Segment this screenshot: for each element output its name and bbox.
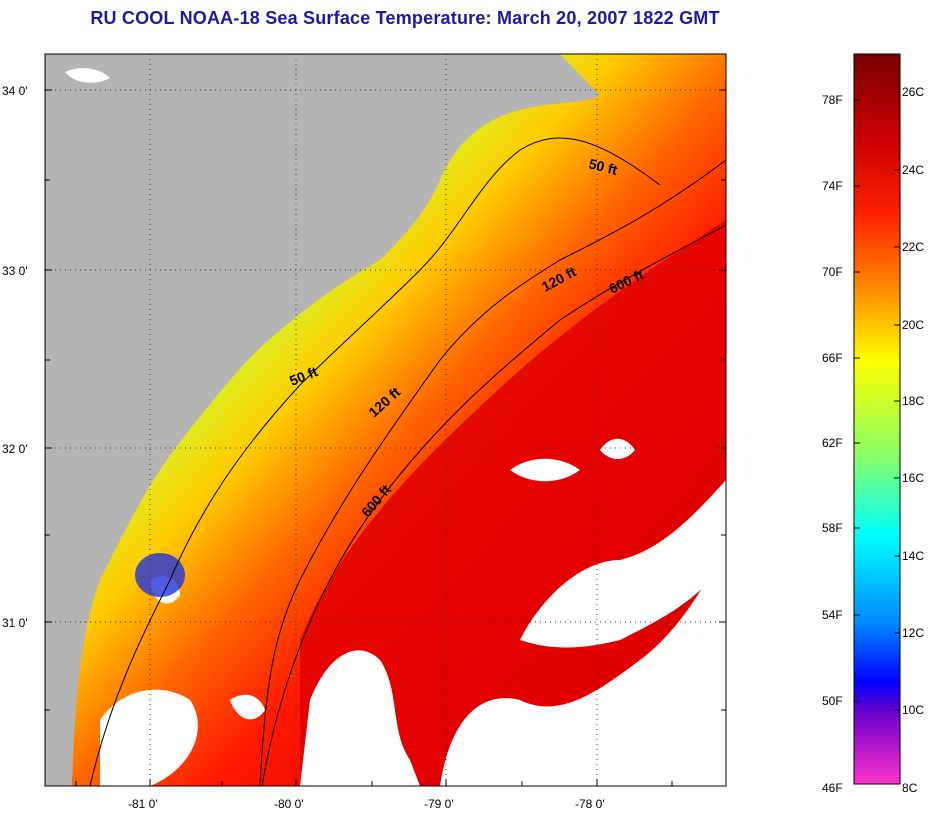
colorbar: 78F 74F 70F 66F 62F 58F 54F 50F 46F 26C … bbox=[822, 53, 924, 795]
colorbar-f-label: 46F bbox=[822, 781, 843, 795]
colorbar-f-label: 54F bbox=[822, 608, 843, 622]
colorbar-f-label: 70F bbox=[822, 265, 843, 279]
colorbar-c-label: 14C bbox=[902, 549, 924, 563]
colorbar-c-label: 20C bbox=[902, 318, 924, 332]
colorbar-scale bbox=[853, 53, 901, 785]
colorbar-c-label: 24C bbox=[902, 163, 924, 177]
lon-label: -79 0' bbox=[424, 797, 454, 811]
colorbar-c-label: 16C bbox=[902, 471, 924, 485]
colorbar-c-label: 26C bbox=[902, 85, 924, 99]
contour-600ft bbox=[261, 224, 726, 786]
lat-label: 32 0' bbox=[2, 442, 28, 456]
inland-lake bbox=[275, 200, 295, 224]
colorbar-f-label: 50F bbox=[822, 694, 843, 708]
cold-water-patch bbox=[135, 553, 185, 597]
bathymetry-contours bbox=[89, 137, 726, 786]
land-area bbox=[45, 54, 600, 786]
map-plot-area bbox=[45, 54, 726, 786]
lat-label: 34 0' bbox=[2, 84, 28, 98]
contour-120ft bbox=[259, 159, 726, 786]
lon-label: -78 0' bbox=[575, 797, 605, 811]
lon-label: -80 0' bbox=[274, 797, 304, 811]
axis-ticks bbox=[45, 89, 726, 786]
colorbar-c-label: 8C bbox=[902, 781, 918, 795]
latitude-labels: 34 0' 33 0' 32 0' 31 0' bbox=[2, 84, 28, 630]
colorbar-c-label: 18C bbox=[902, 394, 924, 408]
colorbar-c-label: 10C bbox=[902, 703, 924, 717]
graticule bbox=[45, 54, 726, 786]
colorbar-f-label: 78F bbox=[822, 93, 843, 107]
colorbar-c-label: 12C bbox=[902, 626, 924, 640]
lat-label: 33 0' bbox=[2, 264, 28, 278]
colorbar-f-label: 74F bbox=[822, 179, 843, 193]
lat-label: 31 0' bbox=[2, 616, 28, 630]
colorbar-f-label: 62F bbox=[822, 436, 843, 450]
lon-label: -81 0' bbox=[128, 797, 158, 811]
colorbar-f-label: 58F bbox=[822, 521, 843, 535]
map-frame bbox=[44, 53, 727, 787]
contour-50ft bbox=[89, 137, 661, 786]
cloud-cover bbox=[65, 68, 726, 786]
gulf-stream-region bbox=[300, 220, 726, 786]
longitude-labels: -81 0' -80 0' -79 0' -78 0' bbox=[128, 797, 605, 811]
contour-label: 50 ft bbox=[587, 155, 619, 178]
colorbar-c-label: 22C bbox=[902, 240, 924, 254]
map-title: RU COOL NOAA-18 Sea Surface Temperature:… bbox=[90, 8, 720, 28]
colorbar-ticks bbox=[854, 91, 900, 711]
colorbar-f-label: 66F bbox=[822, 351, 843, 365]
inland-lake bbox=[232, 177, 268, 193]
